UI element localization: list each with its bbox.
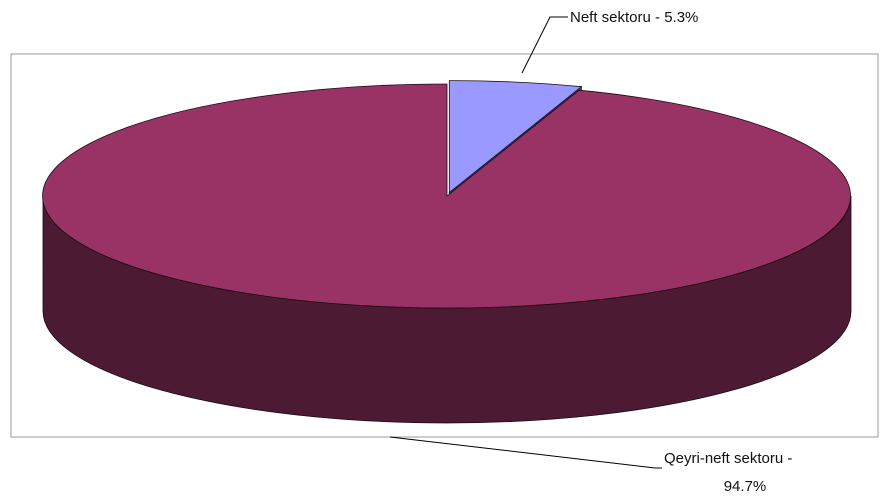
qeyri-neft-slice-label-line1: Qeyri-neft sektoru - (664, 450, 792, 467)
pie-slice-0 (448, 80, 583, 194)
plot-area-border (10, 53, 879, 438)
qeyri-neft-leader-line (389, 436, 662, 469)
qeyri-neft-slice-label-line2: 94.7% (724, 478, 767, 495)
neft-slice-label: Neft sektoru - 5.3% (570, 9, 698, 26)
pie-tops (42, 80, 851, 309)
neft-label-group: Neft sektoru - 5.3% (521, 9, 698, 74)
qeyri-neft-label-group: Qeyri-neft sektoru - 94.7% (389, 436, 792, 495)
neft-leader-line (521, 16, 568, 74)
pie-slice-1 (42, 83, 851, 309)
